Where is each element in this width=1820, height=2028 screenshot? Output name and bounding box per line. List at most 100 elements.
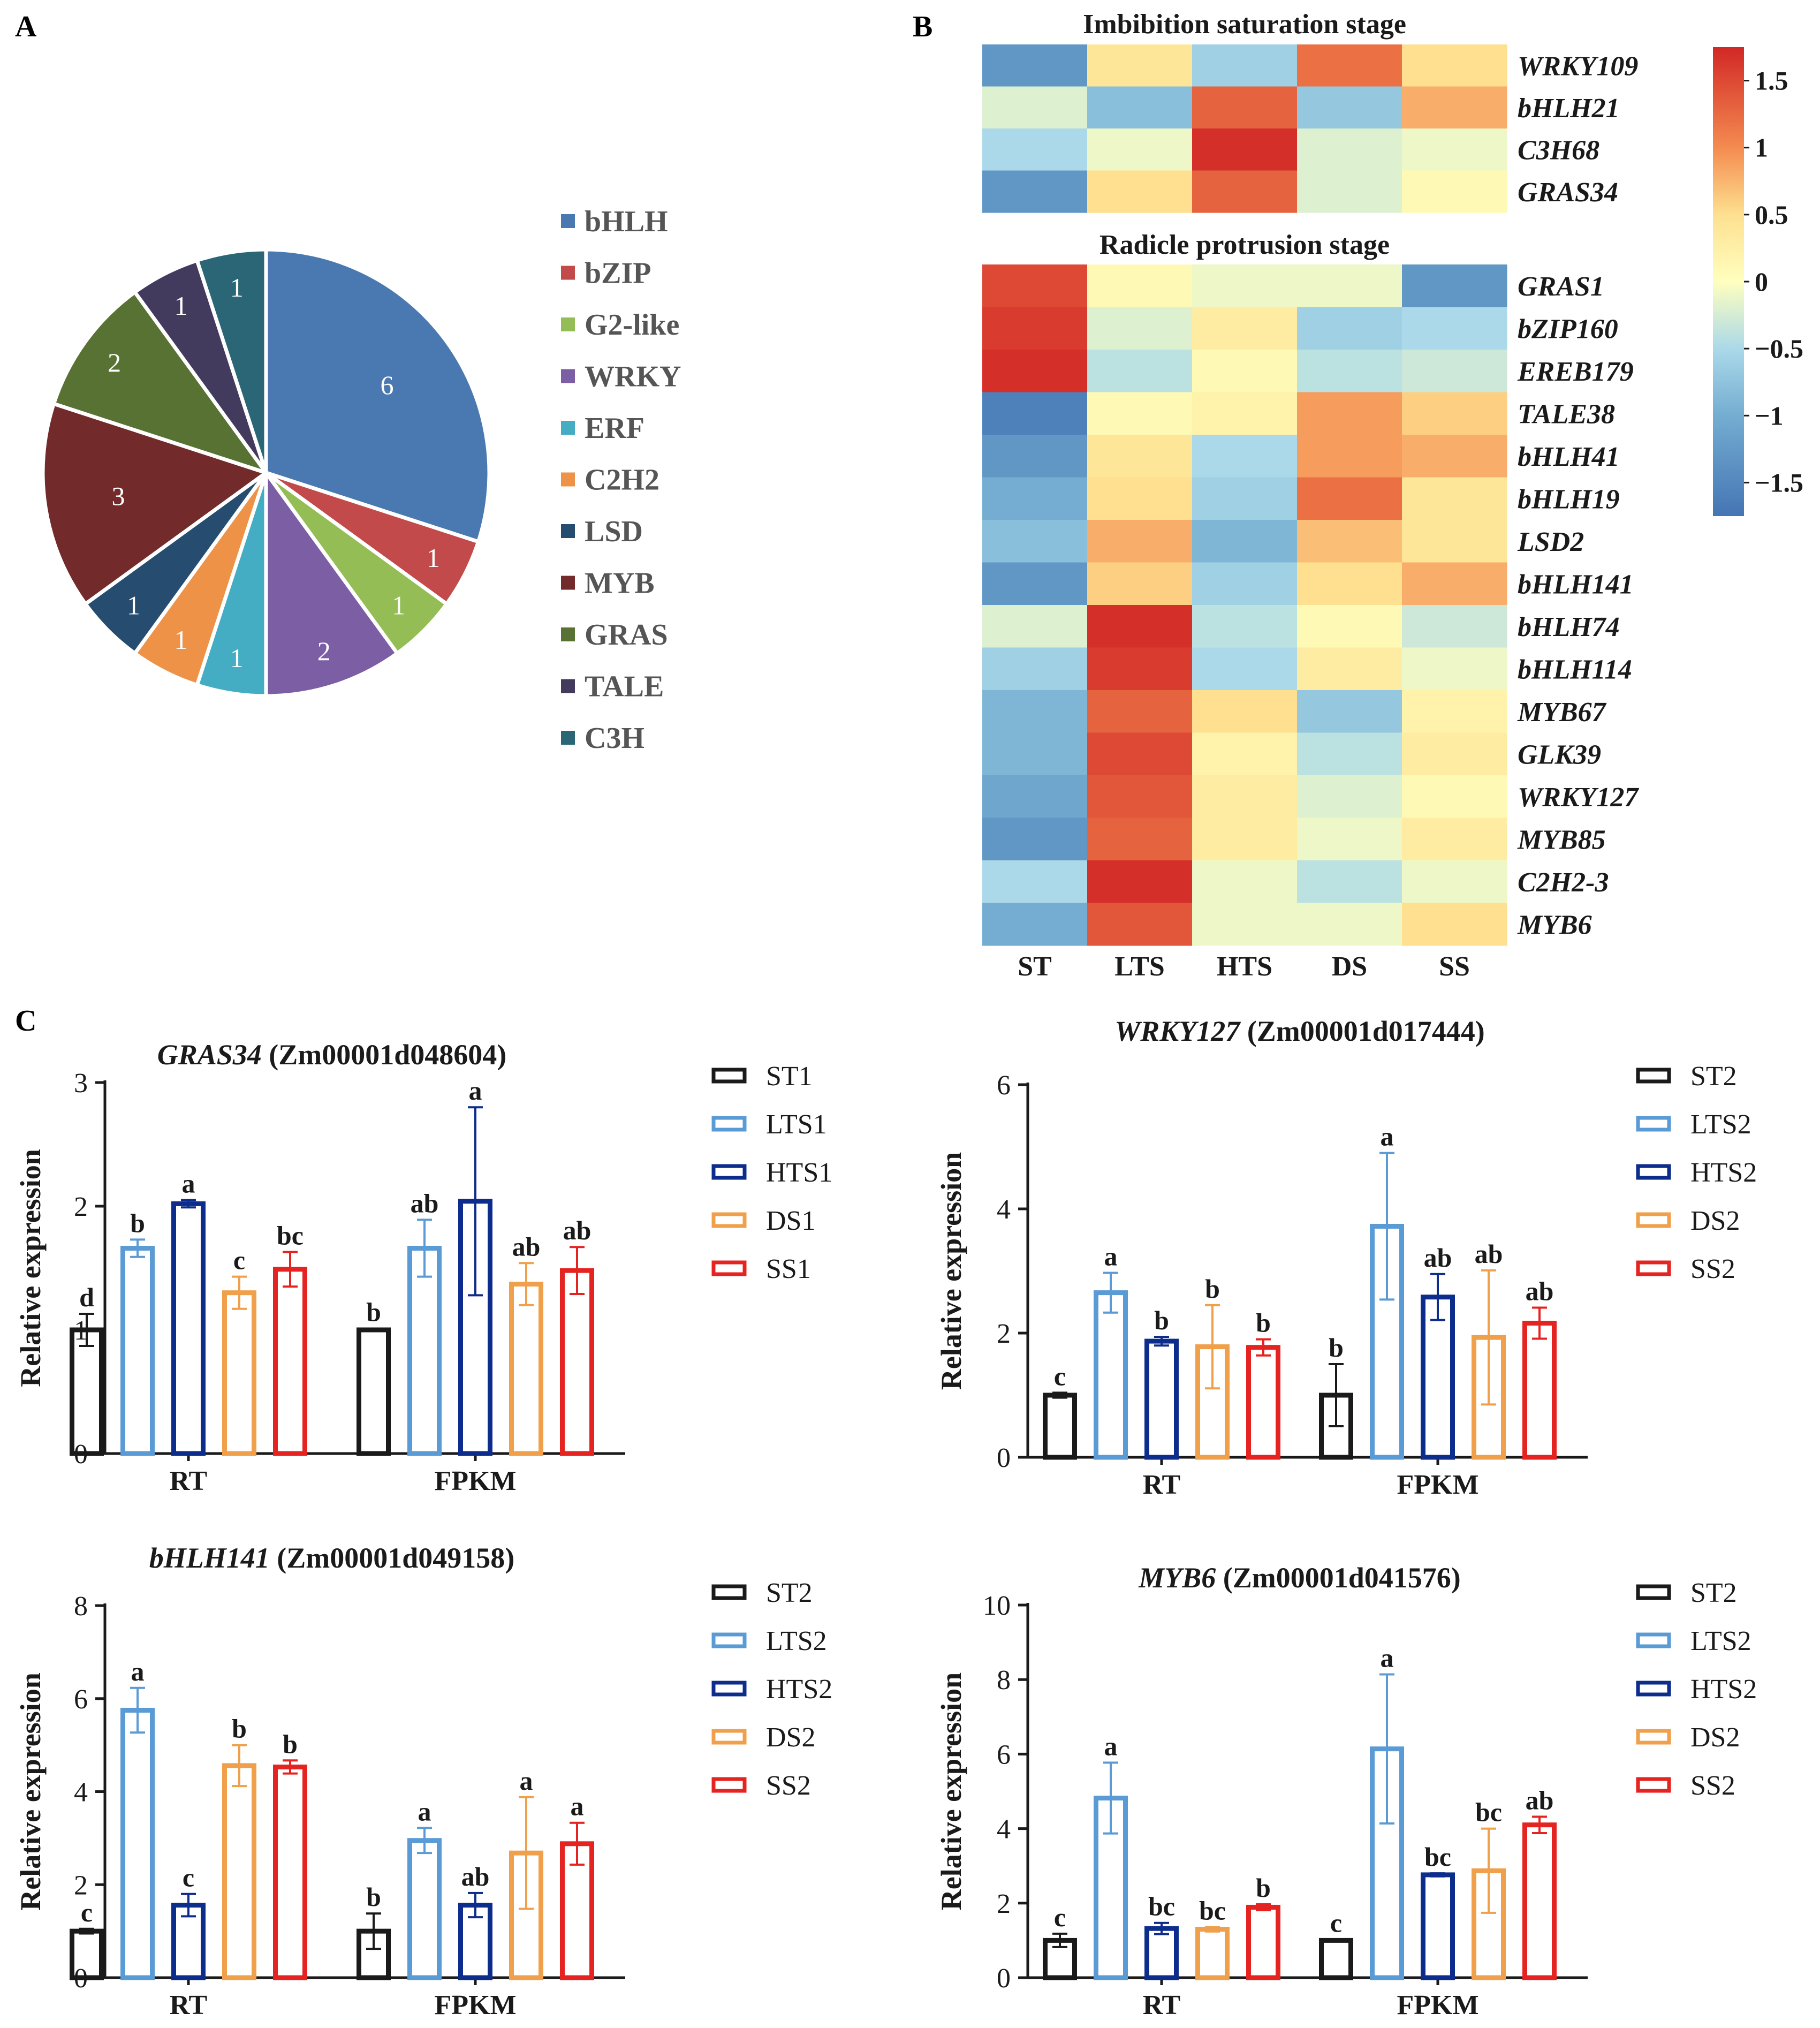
significance-letter: a — [469, 1076, 482, 1106]
y-axis-label: Relative expression — [935, 1152, 967, 1390]
bar — [357, 1327, 391, 1456]
significance-letter: c — [183, 1863, 194, 1893]
legend-swatch — [1636, 1068, 1671, 1084]
y-tick-label: 2 — [74, 1192, 88, 1222]
significance-letter: b — [283, 1729, 298, 1759]
heatmap-cell — [1087, 647, 1193, 691]
heatmap-cell — [1192, 818, 1298, 861]
x-category-label: FPKM — [434, 1466, 516, 1496]
heatmap-cell — [982, 307, 1088, 350]
y-axis-label: Relative expression — [14, 1673, 47, 1910]
heatmap-cell — [982, 264, 1088, 308]
heatmap-cell — [982, 647, 1088, 691]
legend-swatch-c3h — [561, 731, 575, 745]
significance-letter: c — [1330, 1908, 1342, 1938]
significance-letter: b — [1256, 1308, 1271, 1338]
significance-letter: b — [1205, 1274, 1220, 1304]
heatmap-cell — [1192, 392, 1298, 435]
legend-swatch — [1636, 1260, 1671, 1276]
legend-swatch-bzip — [561, 266, 575, 280]
legend-label: ST1 — [766, 1061, 813, 1092]
bar — [1246, 1904, 1280, 1980]
colorbar-tick-label: 0 — [1755, 267, 1768, 297]
legend-label: SS2 — [1690, 1254, 1735, 1284]
pie-slice-wrky — [264, 467, 400, 698]
heatmap-cell — [1297, 128, 1402, 171]
heatmap-row-label: MYB85 — [1517, 824, 1606, 855]
chart-title-id: (Zm00001d041576) — [1216, 1562, 1461, 1594]
heatmap-column-label: ST — [1018, 951, 1052, 982]
significance-letter: b — [130, 1208, 145, 1238]
significance-letter: c — [1054, 1902, 1066, 1932]
chart-title-gene: bHLH141 — [149, 1542, 270, 1574]
chart-title-id: (Zm00001d017444) — [1240, 1015, 1485, 1047]
bar — [1319, 1938, 1353, 1980]
heatmap-cell — [1297, 732, 1402, 776]
heatmap-row-label: GLK39 — [1518, 739, 1601, 770]
chart-title-gene: MYB6 — [1138, 1562, 1216, 1594]
significance-letter: ab — [1424, 1243, 1452, 1273]
significance-letter: ab — [411, 1188, 439, 1218]
legend-swatch — [711, 1632, 747, 1648]
bar-chart-wrky127: 0 2 4 6 Relative expression RT FPKM WRKY127 (Zm… — [935, 1015, 1757, 1500]
legend-swatch-gras — [561, 627, 575, 641]
heatmap: Imbibition saturation stage WRKY109 bHLH21… — [982, 9, 1639, 982]
legend-label-lsd: LSD — [585, 515, 643, 548]
heatmap-colorbar: 1.5 1 0.5 0 −0.5 −1 −1.5 — [1713, 47, 1803, 516]
colorbar-tick-label: 0.5 — [1755, 200, 1788, 230]
heatmap-cell — [982, 477, 1088, 520]
bar — [560, 1268, 594, 1456]
heatmap-row-label: MYB6 — [1517, 910, 1592, 940]
heatmap-cell — [982, 562, 1088, 606]
heatmap-row-label: GRAS1 — [1518, 271, 1604, 302]
y-tick-label: 6 — [997, 1739, 1011, 1770]
y-tick-label: 10 — [983, 1591, 1011, 1621]
legend-label-g2-like: G2-like — [585, 308, 679, 342]
legend-label: LTS2 — [766, 1626, 827, 1656]
legend-swatch — [1636, 1681, 1671, 1697]
y-tick-label: 2 — [997, 1319, 1011, 1349]
bar — [222, 1290, 256, 1456]
heatmap-column-label: DS — [1332, 951, 1367, 982]
pie-slice-bhlh — [264, 247, 491, 544]
heatmap-cell — [1087, 860, 1193, 904]
colorbar-gradient — [1713, 47, 1744, 516]
legend-label: SS1 — [766, 1254, 811, 1284]
heatmap-cell — [1087, 44, 1193, 87]
heatmap-column-label: HTS — [1217, 951, 1272, 982]
pie-slice-value: 3 — [112, 481, 125, 511]
significance-letter: b — [1256, 1873, 1271, 1903]
significance-letter: a — [520, 1766, 533, 1796]
heatmap-cell — [1402, 392, 1507, 435]
legend-swatch — [711, 1116, 747, 1132]
y-tick-label: 2 — [997, 1889, 1011, 1919]
heatmap-cell — [1192, 44, 1298, 87]
heatmap-cell — [1192, 775, 1298, 819]
legend-label: ST2 — [766, 1578, 813, 1608]
y-tick-label: 6 — [997, 1070, 1011, 1101]
pie-slice-c3h — [194, 247, 268, 474]
heatmap-row-label: WRKY127 — [1518, 782, 1639, 813]
panel-label-a: A — [15, 10, 37, 43]
pie-slice-value: 2 — [108, 347, 121, 377]
bar — [1043, 1393, 1077, 1460]
legend-label: DS2 — [1690, 1722, 1740, 1753]
heatmap-row-label: MYB67 — [1517, 697, 1607, 728]
bar — [407, 1246, 442, 1456]
heatmap-cell — [1087, 775, 1193, 819]
heatmap-cell — [1402, 128, 1507, 171]
legend-label: DS2 — [766, 1722, 815, 1753]
heatmap-cell — [982, 44, 1088, 87]
significance-letter: b — [366, 1882, 381, 1912]
significance-letter: ab — [1526, 1785, 1554, 1815]
heatmap-cell — [1297, 520, 1402, 563]
significance-letter: a — [1104, 1241, 1118, 1271]
heatmap-cell — [1297, 350, 1402, 393]
heatmap-cell — [1087, 605, 1193, 648]
pie-legend: bHLH bZIP G2-like WRKY ERF C2H2 LSD MYB GRAS TALE… — [561, 205, 681, 755]
heatmap-row-label: bHLH19 — [1518, 484, 1620, 514]
chart-title: MYB6 (Zm00001d041576) — [1138, 1562, 1461, 1594]
legend-label-myb: MYB — [585, 567, 655, 600]
pie-slice-value: 2 — [317, 636, 331, 666]
heatmap-cell — [1297, 647, 1402, 691]
